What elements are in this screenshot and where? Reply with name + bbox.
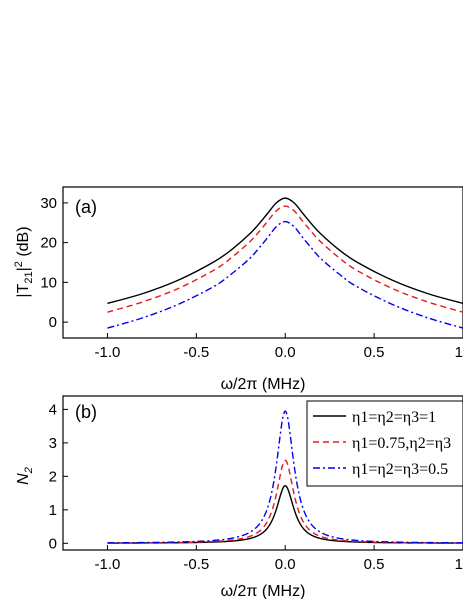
panel-b-y-tick-label: 4 <box>49 401 57 418</box>
panel-b-y-tick-label: 3 <box>49 435 57 452</box>
panel-a-y-label-rest: | <box>15 267 32 271</box>
panel-b-series-line-1 <box>107 484 463 544</box>
legend-entry-1: η1=η2=η3=1 <box>352 409 436 426</box>
panel-a-series <box>107 197 463 329</box>
panel-a-series-line-2 <box>107 205 463 313</box>
panel-a-y-tick-label: 20 <box>40 235 57 252</box>
legend-entry-2: η1=0.75,η2=η3 <box>352 435 451 452</box>
legend-frame <box>306 400 463 487</box>
panel-b-y-axis-label: N2 <box>15 467 35 485</box>
panel-a-x-tick-label: -1.0 <box>95 344 121 361</box>
panel-a-y-tick-label: 30 <box>40 195 57 212</box>
panel-b-series-line-2 <box>107 459 463 544</box>
panel-a-y-tick-label: 10 <box>40 274 57 291</box>
panel-a-frame <box>62 186 463 339</box>
panel-a-series-line-1 <box>107 197 463 305</box>
panel-a-y-label-sup: 2 <box>13 261 25 267</box>
panel-b-x-tick-label: 0.0 <box>275 556 296 573</box>
panel-b-y-ticks: 0 1 2 3 4 <box>49 401 68 552</box>
panel-b-legend: η1=η2=η3=1 η1=0.75,η2=η3 η1=η2=η3=0.5 <box>306 400 463 487</box>
panel-a-y-ticks: 0 10 20 30 <box>40 195 68 331</box>
panel-b-x-axis-label: ω/2π (MHz) <box>221 583 306 599</box>
panel-b-y-tick-label: 2 <box>49 468 57 485</box>
panel-b-frame <box>62 395 463 551</box>
panel-b-x-tick-label: -1.0 <box>95 556 121 573</box>
panel-a-x-tick-label: 0.0 <box>275 344 296 361</box>
panel-a: -1.0 -0.5 0.0 0.5 1 0 10 20 30 (a) ω/2π (MHz) |… <box>13 186 463 393</box>
panel-b-x-tick-label: -0.5 <box>183 556 209 573</box>
panel-a-y-label-main: |T <box>15 283 32 297</box>
panel-b-y-label-sub: 2 <box>23 467 35 474</box>
panel-b-series-line-3 <box>107 410 463 544</box>
panel-a-y-tick-label: 0 <box>49 314 57 331</box>
panel-a-label: (a) <box>75 197 97 217</box>
panel-b-x-tick-label: 0.5 <box>364 556 385 573</box>
panel-a-x-tick-label: -0.5 <box>183 344 209 361</box>
panel-a-x-tick-label: 0.5 <box>364 344 385 361</box>
panel-a-x-tick-label: 1 <box>455 344 463 361</box>
panel-b-series <box>107 410 463 544</box>
panel-b-y-tick-label: 0 <box>49 535 57 552</box>
panel-b-x-ticks: -1.0 -0.5 0.0 0.5 1 <box>95 545 463 573</box>
panel-a-y-axis-label: |T21|2 (dB) <box>13 226 35 297</box>
panel-a-x-ticks: -1.0 -0.5 0.0 0.5 1 <box>95 333 463 361</box>
panel-b-y-tick-label: 1 <box>49 502 57 519</box>
panel-a-x-axis-label: ω/2π (MHz) <box>221 376 306 393</box>
panel-b-label: (b) <box>75 402 97 422</box>
panel-a-series-line-3 <box>107 220 463 329</box>
panel-a-y-label-unit: (dB) <box>15 226 32 261</box>
panel-b-y-label-main: N <box>15 473 32 485</box>
panel-a-y-label-sub: 21 <box>23 271 35 283</box>
legend-entry-3: η1=η2=η3=0.5 <box>352 461 448 478</box>
panel-b-x-tick-label: 1 <box>455 556 463 573</box>
